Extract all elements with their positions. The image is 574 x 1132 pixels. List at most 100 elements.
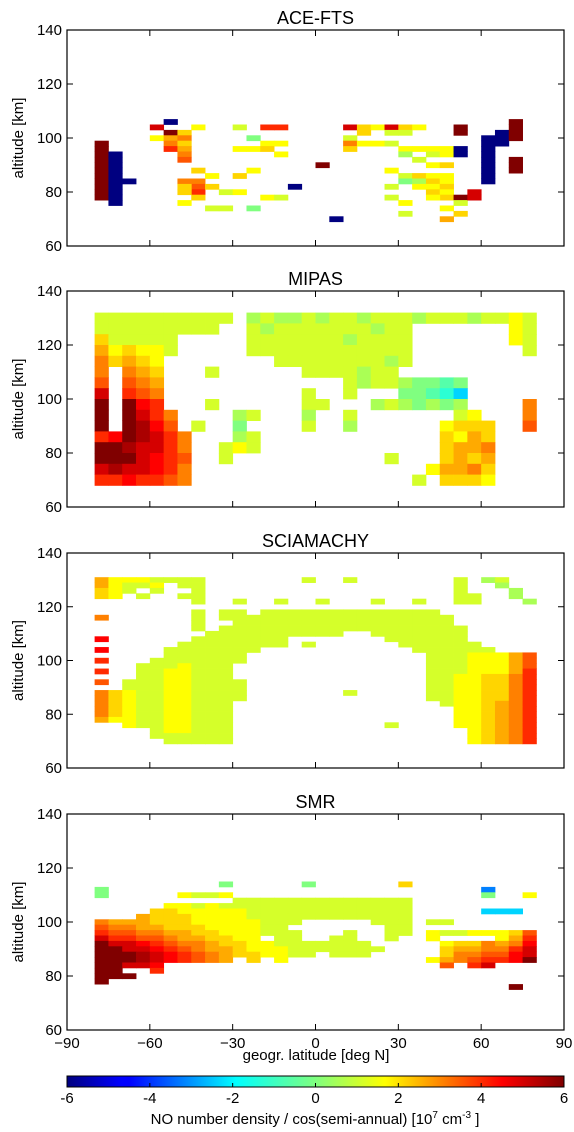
- heatmap-cell: [453, 453, 468, 465]
- heatmap-cell: [522, 399, 537, 411]
- heatmap-cell: [163, 946, 178, 953]
- heatmap-cell: [439, 388, 454, 400]
- heatmap-cell: [163, 733, 178, 739]
- y-tick-label: 80: [45, 706, 62, 723]
- heatmap-cell: [453, 587, 468, 594]
- heatmap-cell: [246, 205, 261, 212]
- heatmap-cell: [398, 913, 413, 920]
- heatmap-cell: [467, 727, 482, 734]
- heatmap-cell: [398, 388, 413, 400]
- heatmap-cell: [453, 652, 468, 659]
- heatmap-cell: [384, 323, 399, 335]
- heatmap-cell: [508, 119, 523, 125]
- heatmap-cell: [205, 919, 220, 926]
- heatmap-cell: [191, 663, 206, 669]
- heatmap-cell: [453, 957, 468, 963]
- heatmap-cell: [136, 668, 151, 675]
- heatmap-cell: [508, 129, 523, 136]
- heatmap-cell: [274, 935, 289, 942]
- heatmap-cell: [177, 647, 192, 653]
- heatmap-cell: [94, 587, 109, 594]
- heatmap-cell: [481, 140, 496, 147]
- heatmap-cell: [163, 940, 178, 947]
- heatmap-cell: [301, 908, 316, 915]
- heatmap-cell: [274, 641, 289, 648]
- heatmap-cell: [508, 908, 523, 915]
- heatmap-cell: [481, 668, 496, 675]
- heatmap-cell: [274, 151, 289, 158]
- heatmap-cell: [343, 355, 358, 367]
- heatmap-cell: [467, 463, 482, 475]
- heatmap-cell: [494, 663, 510, 669]
- y-tick-label: 120: [37, 860, 62, 877]
- heatmap-cell: [384, 913, 399, 920]
- heatmap-cell: [232, 636, 247, 643]
- colorbar-tick-label: 2: [394, 1090, 402, 1107]
- heatmap-cell: [439, 377, 454, 389]
- heatmap-cell: [163, 420, 178, 432]
- heatmap-cell: [425, 183, 441, 190]
- heatmap-cell: [370, 140, 385, 147]
- heatmap-cell: [163, 577, 178, 583]
- heatmap-cell: [287, 620, 303, 626]
- heatmap-cell: [439, 630, 454, 637]
- heatmap-cell: [260, 345, 275, 357]
- heatmap-cell: [218, 951, 234, 958]
- heatmap-cell: [370, 598, 385, 605]
- heatmap-cell: [205, 312, 220, 324]
- heatmap-cell: [246, 312, 261, 324]
- heatmap-cell: [453, 194, 468, 201]
- heatmap-cell: [94, 924, 109, 931]
- heatmap-cell: [191, 598, 206, 605]
- heatmap-cell: [481, 151, 496, 158]
- heatmap-cell: [467, 668, 482, 675]
- heatmap-cell: [439, 652, 454, 659]
- heatmap-cell: [356, 366, 372, 378]
- heatmap-cell: [287, 355, 303, 367]
- heatmap-cell: [218, 663, 234, 669]
- heatmap-cell: [108, 453, 123, 465]
- heatmap-cell: [301, 577, 316, 583]
- heatmap-cell: [481, 474, 496, 486]
- colorbar-tick-label: -4: [143, 1090, 156, 1107]
- heatmap-cell: [412, 641, 427, 648]
- x-tick-label: 30: [390, 1035, 407, 1052]
- heatmap-cell: [508, 312, 523, 324]
- heatmap-cell: [260, 636, 275, 643]
- heatmap-cell: [508, 711, 523, 718]
- heatmap-cell: [494, 657, 510, 664]
- heatmap-cell: [94, 679, 109, 686]
- heatmap-cell: [108, 973, 123, 980]
- heatmap-cell: [122, 453, 137, 465]
- heatmap-cell: [232, 620, 247, 626]
- heatmap-cell: [398, 897, 413, 904]
- heatmap-cell: [191, 903, 206, 909]
- heatmap-cell: [494, 727, 510, 734]
- heatmap-cell: [274, 345, 289, 357]
- heatmap-cell: [412, 156, 427, 163]
- heatmap-cell: [149, 679, 165, 686]
- heatmap-cell: [177, 913, 192, 920]
- heatmap-cell: [163, 474, 178, 486]
- heatmap-cell: [136, 312, 151, 324]
- heatmap-cell: [439, 636, 454, 643]
- heatmap-cell: [232, 657, 247, 664]
- y-tick-label: 60: [45, 499, 62, 516]
- heatmap-cell: [315, 940, 330, 947]
- heatmap-cell: [425, 684, 441, 691]
- heatmap-cell: [108, 935, 123, 942]
- heatmap-cell: [356, 129, 372, 136]
- heatmap-cell: [467, 312, 482, 324]
- heatmap-cell: [481, 657, 496, 664]
- heatmap-cell: [149, 135, 165, 142]
- heatmap-cell: [232, 695, 247, 702]
- heatmap-cell: [481, 940, 496, 947]
- heatmap-cell: [94, 973, 109, 980]
- heatmap-cell: [274, 124, 289, 131]
- heatmap-cell: [522, 323, 537, 335]
- heatmap-cell: [218, 913, 234, 920]
- heatmap-cell: [412, 609, 427, 616]
- heatmap-cell: [218, 935, 234, 942]
- heatmap-cell: [467, 706, 482, 712]
- heatmap-cell: [191, 727, 206, 734]
